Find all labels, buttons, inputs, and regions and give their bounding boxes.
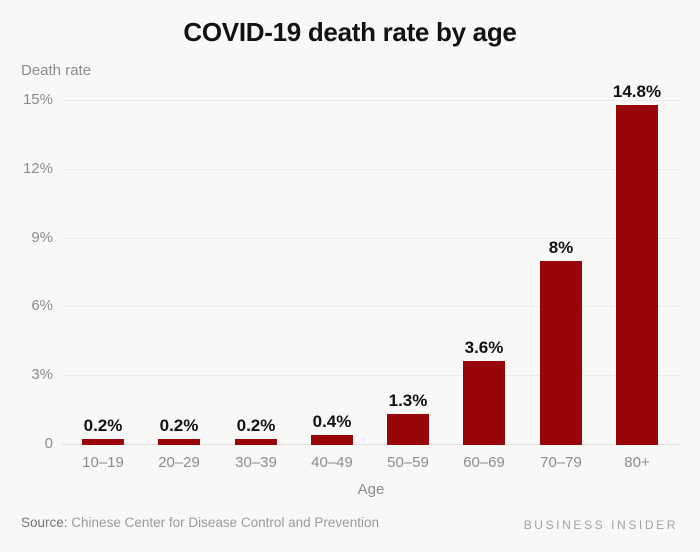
x-tick-label: 20–29 — [158, 454, 200, 471]
bar-30–39 — [235, 439, 277, 445]
bar-value-label: 8% — [548, 238, 574, 257]
gridline — [62, 169, 680, 170]
y-tick-label: 0 — [44, 435, 53, 452]
bar-value-label: 0.4% — [312, 412, 352, 431]
bar-value-label: 14.8% — [612, 82, 662, 101]
x-axis-title: Age — [357, 481, 385, 498]
gridline — [62, 100, 680, 101]
x-tick-label: 50–59 — [387, 454, 429, 471]
x-tick-label: 10–19 — [82, 454, 124, 471]
y-tick-label: 12% — [22, 160, 53, 177]
bar-value-label: 0.2% — [236, 416, 276, 435]
bar-50–59 — [387, 414, 429, 445]
bar-value-label: 1.3% — [388, 391, 428, 410]
gridline — [62, 238, 680, 239]
bar-value-label: 0.2% — [83, 416, 123, 435]
business-insider-logo: BUSINESS INSIDER — [523, 518, 678, 532]
y-tick-label: 6% — [31, 297, 53, 314]
x-tick-label: 40–49 — [311, 454, 353, 471]
x-tick-label: 60–69 — [463, 454, 505, 471]
x-axis-line — [62, 444, 680, 445]
bar-70–79 — [540, 261, 582, 445]
x-tick-label: 80+ — [624, 454, 650, 471]
bar-10–19 — [82, 439, 124, 445]
gridline — [62, 375, 680, 376]
x-tick-label: 30–39 — [235, 454, 277, 471]
bar-value-label: 0.2% — [159, 416, 199, 435]
gridline — [62, 306, 680, 307]
bar-60–69 — [463, 361, 505, 445]
source-label: Source: — [21, 515, 68, 530]
y-tick-label: 9% — [31, 229, 53, 246]
x-tick-label: 70–79 — [540, 454, 582, 471]
bar-value-label: 3.6% — [464, 338, 504, 357]
y-axis-title: Death rate — [21, 62, 92, 79]
bar-20–29 — [158, 439, 200, 445]
chart-title: COVID-19 death rate by age — [183, 17, 517, 47]
source-line: Source: Chinese Center for Disease Contr… — [21, 515, 379, 530]
bar-80+ — [616, 105, 658, 445]
bar-40–49 — [311, 435, 353, 445]
y-tick-label: 3% — [31, 366, 53, 383]
source-text: Chinese Center for Disease Control and P… — [71, 515, 379, 530]
y-tick-label: 15% — [22, 91, 53, 108]
